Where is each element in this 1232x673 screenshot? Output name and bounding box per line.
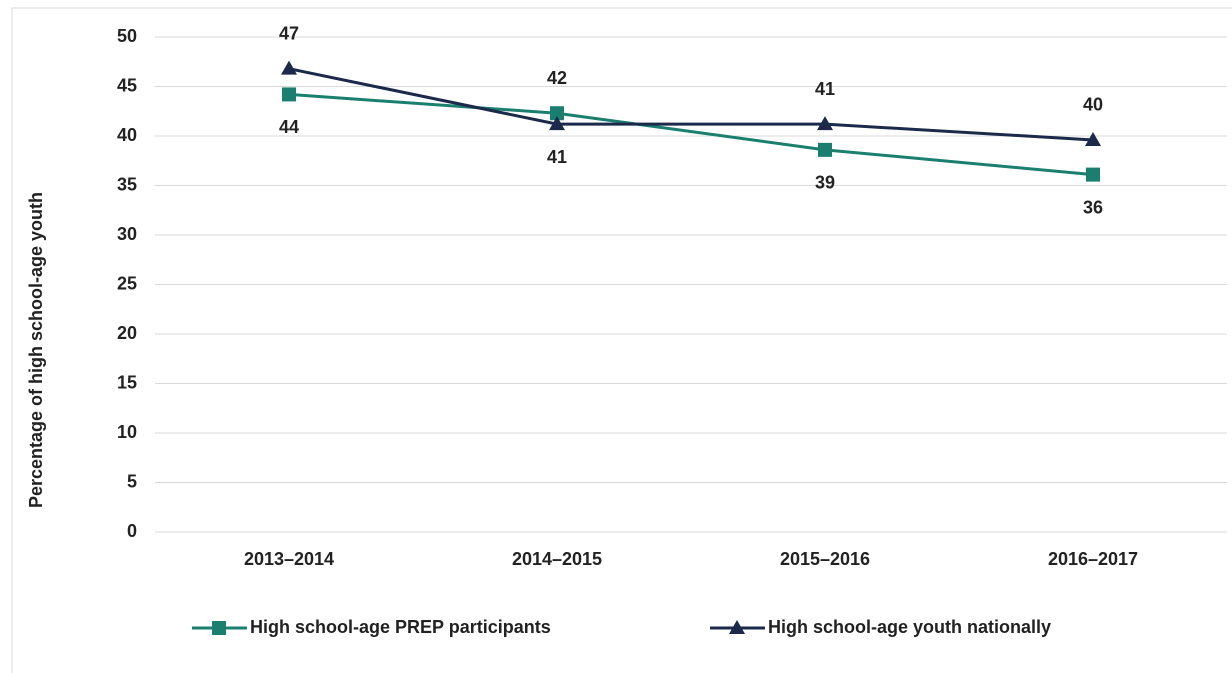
marker	[729, 620, 745, 634]
data-label: 41	[815, 79, 835, 99]
marker	[1086, 167, 1100, 182]
data-label: 47	[279, 23, 299, 43]
marker	[817, 116, 833, 131]
data-label: 42	[547, 68, 567, 88]
marker	[282, 87, 296, 102]
marker	[1085, 131, 1101, 146]
y-axis-label: Percentage of high school-age youth	[26, 192, 46, 508]
data-label: 36	[1083, 197, 1103, 217]
series-line	[288, 67, 1094, 142]
y-tick-label: 15	[117, 372, 137, 392]
y-tick-label: 45	[117, 75, 137, 95]
marker	[281, 60, 297, 75]
marker	[549, 116, 565, 131]
frame	[11, 7, 1232, 673]
y-tick-label: 0	[127, 521, 137, 541]
y-tick-label: 20	[117, 323, 137, 343]
y-tick-label: 5	[127, 471, 137, 491]
x-tick-label: 2013–2014	[244, 549, 334, 569]
legend-label: High school-age PREP participants	[250, 617, 551, 637]
marker	[818, 142, 832, 157]
y-tick-label: 25	[117, 273, 137, 293]
data-label: 44	[279, 117, 299, 137]
x-tick-label: 2014–2015	[512, 549, 602, 569]
marker	[212, 621, 226, 635]
y-tick-label: 35	[117, 174, 137, 194]
y-tick-label: 40	[117, 125, 137, 145]
x-tick-label: 2015–2016	[780, 549, 870, 569]
data-label: 40	[1083, 95, 1103, 115]
data-label: 39	[815, 173, 835, 193]
series-line	[288, 92, 1094, 177]
y-tick-label: 10	[117, 422, 137, 442]
marker	[550, 106, 564, 121]
legend-label: High school-age youth nationally	[768, 617, 1051, 637]
y-tick-label: 50	[117, 26, 137, 46]
x-tick-label: 2016–2017	[1048, 549, 1138, 569]
y-tick-label: 30	[117, 224, 137, 244]
data-label: 41	[547, 147, 567, 167]
